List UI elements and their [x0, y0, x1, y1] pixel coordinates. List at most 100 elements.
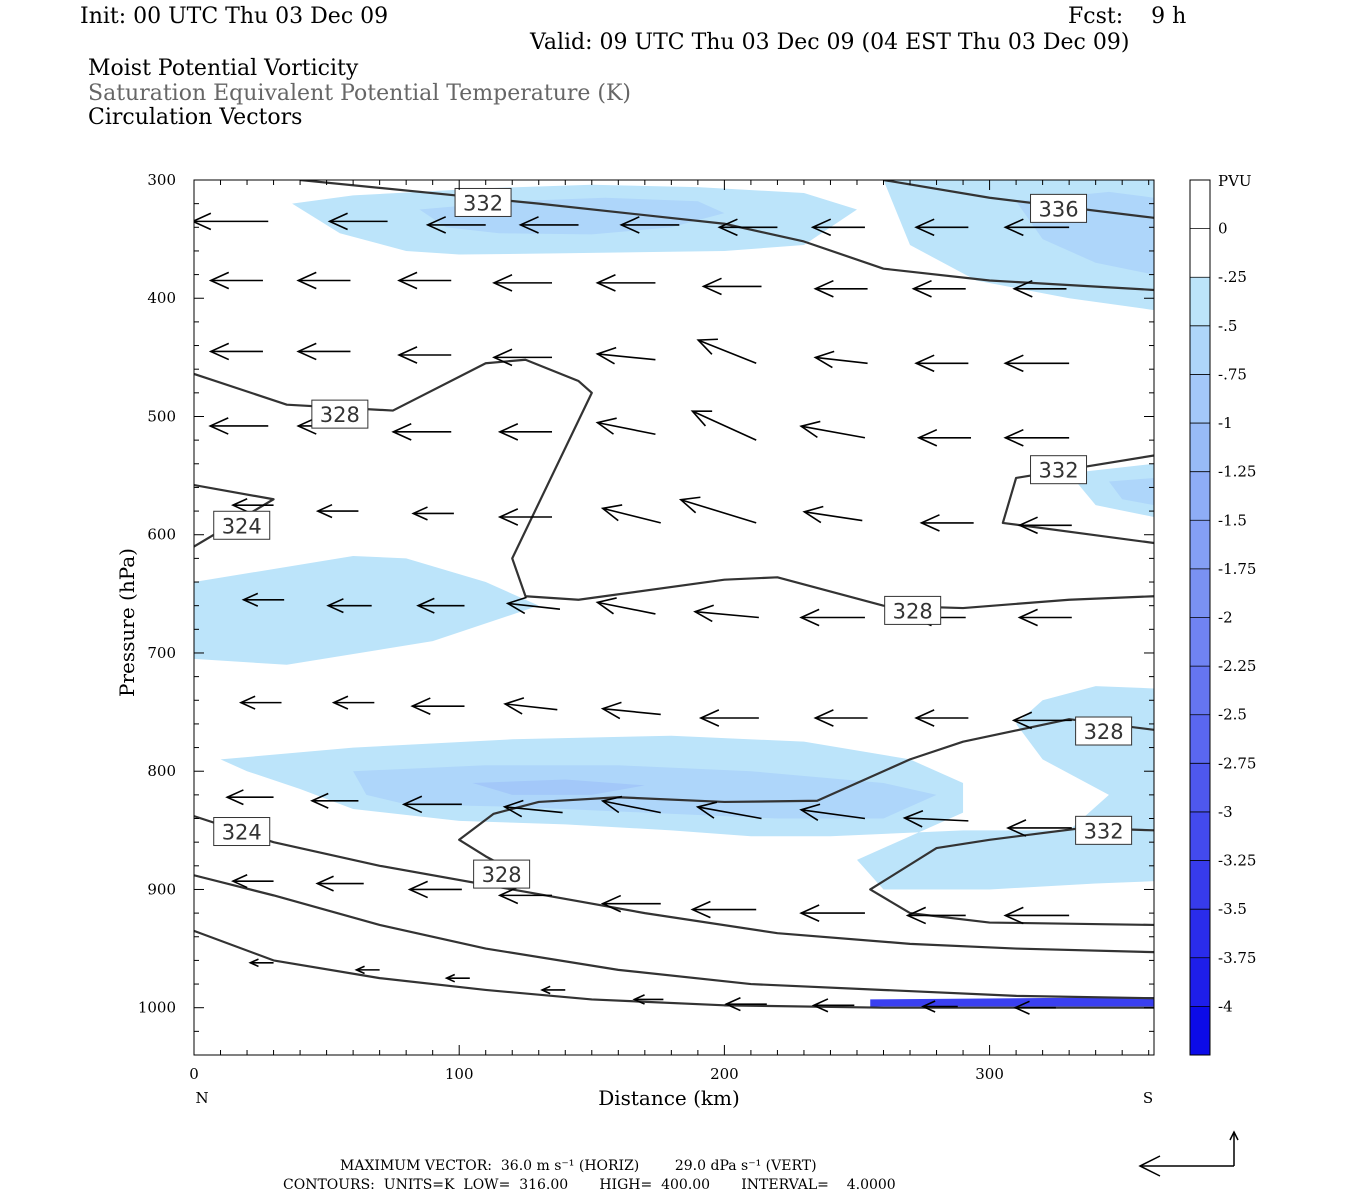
circulation-vector: [799, 904, 865, 922]
circulation-vector: [1013, 1000, 1056, 1015]
colorbar-swatch: [1190, 1006, 1210, 1055]
colorbar-swatch: [1190, 666, 1210, 715]
circulation-vector: [425, 216, 486, 234]
circulation-vector: [1017, 516, 1072, 535]
theta-contour-line: [869, 826, 1154, 927]
circulation-vector: [600, 894, 661, 913]
circulation-vector: [540, 985, 566, 995]
circulation-vector: [717, 218, 778, 237]
x-end-label-north: N: [195, 1089, 208, 1107]
contour-label: 328: [482, 863, 522, 887]
contour-label-box: [1030, 193, 1088, 223]
init-time: Init: 00 UTC Thu 03 Dec 09: [80, 4, 389, 29]
colorbar-label: -3: [1218, 803, 1233, 821]
circulation-vector: [678, 496, 757, 524]
colorbar-label: -2.75: [1218, 754, 1256, 772]
circulation-vector: [1003, 354, 1070, 373]
circulation-vector: [354, 965, 380, 975]
contour-label: 328: [893, 599, 933, 623]
contour-label-box: [1075, 716, 1133, 746]
pv-shade-region: [353, 765, 937, 819]
circulation-vector: [810, 218, 865, 237]
circulation-vector: [444, 973, 470, 983]
circulation-vector: [331, 695, 375, 710]
y-tick-label: 600: [147, 526, 176, 544]
circulation-vector: [690, 900, 757, 919]
colorbar-swatch: [1190, 568, 1210, 618]
circulation-vector: [914, 709, 969, 727]
circulation-vector: [921, 1000, 958, 1013]
contour-label: 324: [222, 821, 262, 845]
circulation-vector: [724, 997, 767, 1012]
circulation-vector: [397, 346, 452, 364]
colorbar-swatch: [1190, 423, 1210, 472]
circulation-vector: [407, 880, 462, 899]
circulation-vector: [315, 875, 364, 892]
circulation-vector: [600, 504, 661, 524]
circulation-vector: [619, 216, 680, 234]
colorbar-swatch: [1190, 374, 1210, 424]
contour-label: 336: [1038, 197, 1078, 221]
plot-frame: [193, 179, 1155, 1056]
circulation-vector: [391, 423, 452, 441]
y-tick-label: 400: [147, 289, 176, 307]
y-tick-label: 1000: [138, 999, 176, 1017]
circulation-vector: [1003, 218, 1070, 237]
theta-contour-line: [458, 718, 1154, 879]
circulation-vector: [238, 695, 282, 710]
circulation-vector: [492, 348, 553, 367]
circulation-vector: [802, 505, 863, 524]
circulation-vector: [248, 958, 274, 968]
circulation-vector: [916, 428, 972, 447]
circulation-vector: [813, 350, 868, 369]
pv-shading: [194, 180, 1154, 1007]
colorbar-swatch: [1190, 811, 1210, 861]
theta-contour-line: [194, 815, 1154, 954]
contour-label-box: [473, 859, 531, 889]
circulation-vector: [326, 598, 372, 614]
colorbar-label: -2.5: [1218, 706, 1247, 724]
colorbar-swatch: [1190, 763, 1210, 812]
colorbar-swatch: [1190, 909, 1210, 958]
contour-label: 324: [222, 514, 262, 538]
circulation-vector: [595, 274, 656, 292]
colorbar-label: -.75: [1218, 365, 1247, 383]
circulation-vector: [241, 592, 285, 607]
colorbar-label: -3.5: [1218, 900, 1247, 918]
colorbar-label: -3.75: [1218, 949, 1256, 967]
circulation-vector: [208, 342, 263, 361]
circulation-vector: [905, 906, 966, 925]
colorbar-swatch: [1190, 277, 1210, 326]
contour-label-box: [1075, 815, 1133, 845]
x-axis-title: Distance (km): [598, 1086, 740, 1110]
circulation-vector: [310, 792, 359, 809]
colorbar-swatch: [1190, 617, 1210, 667]
x-tick-label: 0: [189, 1065, 199, 1083]
y-tick-label: 900: [147, 880, 176, 898]
circulation-vector: [231, 498, 274, 513]
colorbar-label: 0: [1218, 220, 1228, 238]
reference-vector-icon: [1138, 1130, 1239, 1177]
contour-label-box: [213, 817, 271, 847]
contour-label: 328: [320, 403, 360, 427]
max-vector-note: MAXIMUM VECTOR: 36.0 m s⁻¹ (HORIZ) 29.0 …: [340, 1158, 817, 1174]
contour-labels: 332 336 328 324 332 328 328 324 328 332: [213, 187, 1133, 889]
circulation-vector: [693, 604, 759, 623]
x-tick-label: 100: [445, 1065, 474, 1083]
theta-contour-line: [299, 180, 1154, 292]
x-tick-label: 300: [975, 1065, 1004, 1083]
pv-shade-region: [472, 779, 645, 795]
forecast-hour: Fcst: 9 h: [1068, 4, 1187, 29]
colorbar-swatch: [1190, 957, 1210, 1007]
circulation-vector: [231, 874, 274, 889]
circulation-vector: [296, 342, 351, 361]
theta-contour-line: [194, 874, 1154, 1000]
contour-info-note: CONTOURS: UNITS=K LOW= 316.00 HIGH= 400.…: [283, 1177, 896, 1193]
circulation-vector: [208, 417, 269, 435]
circulation-vector: [919, 514, 974, 532]
circulation-vector: [410, 697, 465, 716]
circulation-vector: [505, 596, 561, 615]
circulation-vector: [811, 998, 855, 1013]
pv-shade-region: [1108, 477, 1154, 506]
circulation-vector: [225, 789, 274, 806]
